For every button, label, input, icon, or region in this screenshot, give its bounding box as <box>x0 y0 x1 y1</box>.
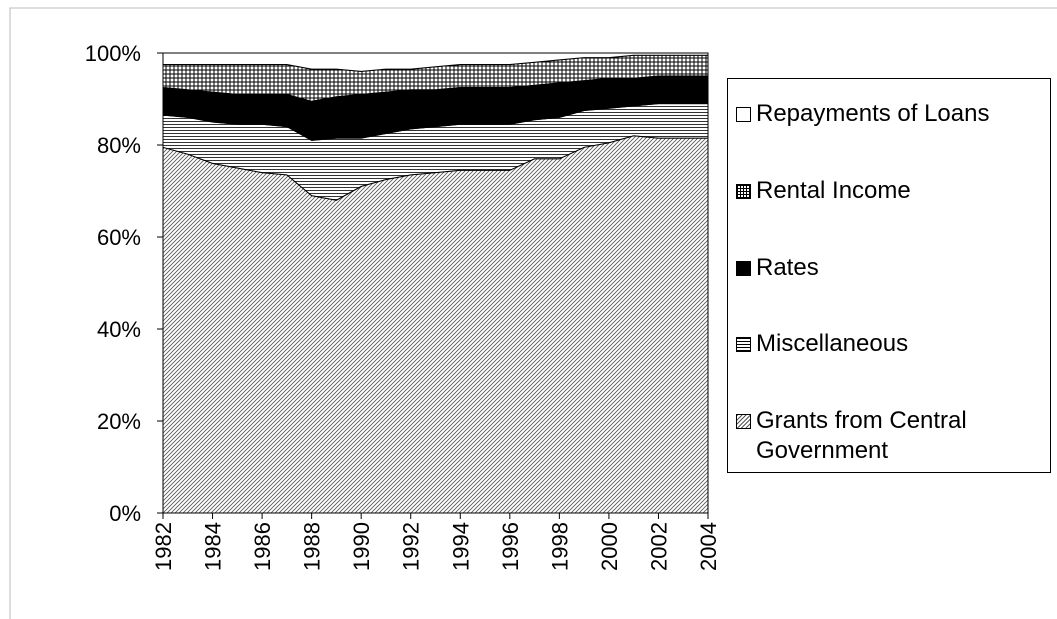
frame <box>9 7 1057 619</box>
x-tick-label: 1992 <box>399 522 424 571</box>
x-tick-label: 1990 <box>349 522 374 571</box>
y-tick-label: 60% <box>97 225 141 250</box>
area <box>162 52 709 72</box>
legend-label: Rates <box>756 254 819 281</box>
y-tick-label: 100% <box>85 41 141 66</box>
x-tick-label: 2004 <box>696 522 721 571</box>
legend-item: Repayments of Loans <box>736 99 1046 129</box>
x-tick-label: 1996 <box>498 522 523 571</box>
legend-swatch <box>736 337 751 352</box>
legend-swatch <box>736 107 751 122</box>
x-tick-label: 1994 <box>448 522 473 571</box>
x-tick-label: 2000 <box>597 522 622 571</box>
legend-swatch <box>736 184 751 199</box>
x-tick-label: 1998 <box>547 522 572 571</box>
x-tick-label: 1986 <box>250 522 275 571</box>
x-tick-label: 2002 <box>646 522 671 571</box>
x-tick-label: 1984 <box>201 522 226 571</box>
x-tick-label: 1988 <box>300 522 325 571</box>
legend-item: Rental Income <box>736 176 1046 206</box>
y-tick-label: 80% <box>97 133 141 158</box>
legend: Repayments of Loans Rental Income Rates Mis… <box>727 78 1051 473</box>
y-tick-label: 40% <box>97 317 141 342</box>
legend-swatch <box>736 261 751 276</box>
legend-label: Grants from Central Government <box>756 407 967 464</box>
legend-swatch <box>736 414 751 429</box>
y-tick-label: 0% <box>109 501 141 526</box>
legend-item: Rates <box>736 253 1046 283</box>
legend-label: Repayments of Loans <box>756 100 990 127</box>
legend-label: Miscellaneous <box>756 330 909 357</box>
legend-label: Rental Income <box>756 177 911 204</box>
legend-item: Grants from Central Government <box>736 406 1046 466</box>
x-tick-label: 1982 <box>151 522 176 571</box>
legend-item: Miscellaneous <box>736 329 1046 359</box>
y-tick-label: 20% <box>97 409 141 434</box>
area <box>162 135 709 514</box>
